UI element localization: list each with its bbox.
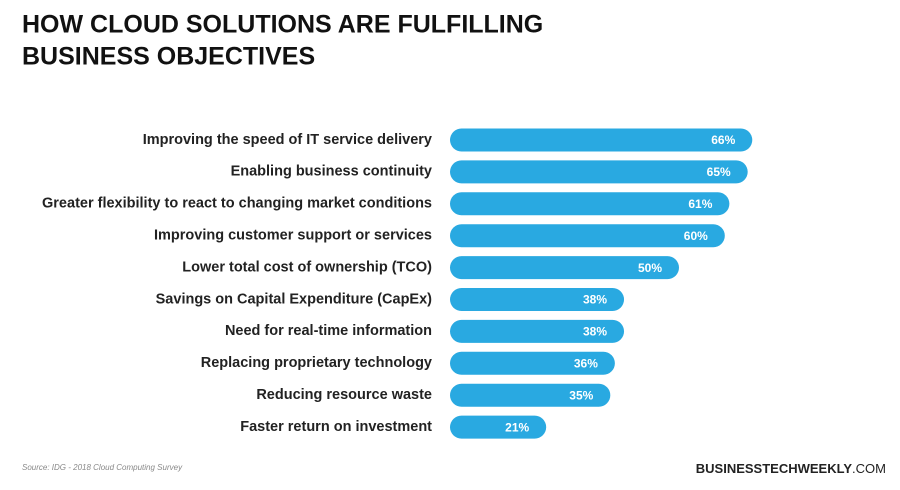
- bar: [450, 160, 748, 184]
- category-label: Replacing proprietary technology: [201, 355, 432, 371]
- bar: [450, 224, 725, 248]
- bar: [450, 128, 753, 152]
- value-label: 36%: [574, 356, 598, 370]
- value-label: 50%: [638, 261, 662, 275]
- category-label: Faster return on investment: [240, 419, 432, 435]
- category-label: Improving customer support or services: [154, 228, 432, 244]
- category-label: Improving the speed of IT service delive…: [143, 132, 432, 148]
- source-note: Source: IDG - 2018 Cloud Computing Surve…: [22, 463, 183, 472]
- category-label: Greater flexibility to react to changing…: [42, 196, 432, 212]
- chart-title: BUSINESS OBJECTIVES: [22, 43, 315, 71]
- bar: [450, 415, 547, 439]
- value-label: 38%: [583, 325, 607, 339]
- bar: [450, 319, 625, 343]
- brand-name: BUSINESSTECHWEEKLY: [696, 461, 853, 476]
- chart-title: HOW CLOUD SOLUTIONS ARE FULFILLING: [22, 11, 543, 39]
- value-label: 21%: [505, 420, 529, 434]
- bar: [450, 288, 625, 311]
- value-label: 60%: [684, 229, 708, 243]
- brand-suffix: .COM: [852, 461, 886, 476]
- value-label: 38%: [583, 293, 607, 307]
- category-label: Enabling business continuity: [231, 164, 432, 180]
- brand: BUSINESSTECHWEEKLY.COM: [696, 461, 886, 476]
- category-label: Need for real-time information: [225, 323, 432, 339]
- category-label: Reducing resource waste: [256, 387, 432, 403]
- value-label: 35%: [569, 388, 593, 402]
- category-label: Savings on Capital Expenditure (CapEx): [156, 291, 433, 307]
- category-label: Lower total cost of ownership (TCO): [182, 259, 432, 275]
- value-label: 65%: [707, 165, 731, 179]
- bar: [450, 383, 611, 407]
- bar: [450, 351, 615, 375]
- bar: [450, 256, 679, 280]
- bar: [450, 192, 730, 216]
- value-label: 66%: [711, 133, 735, 147]
- value-label: 61%: [688, 197, 712, 211]
